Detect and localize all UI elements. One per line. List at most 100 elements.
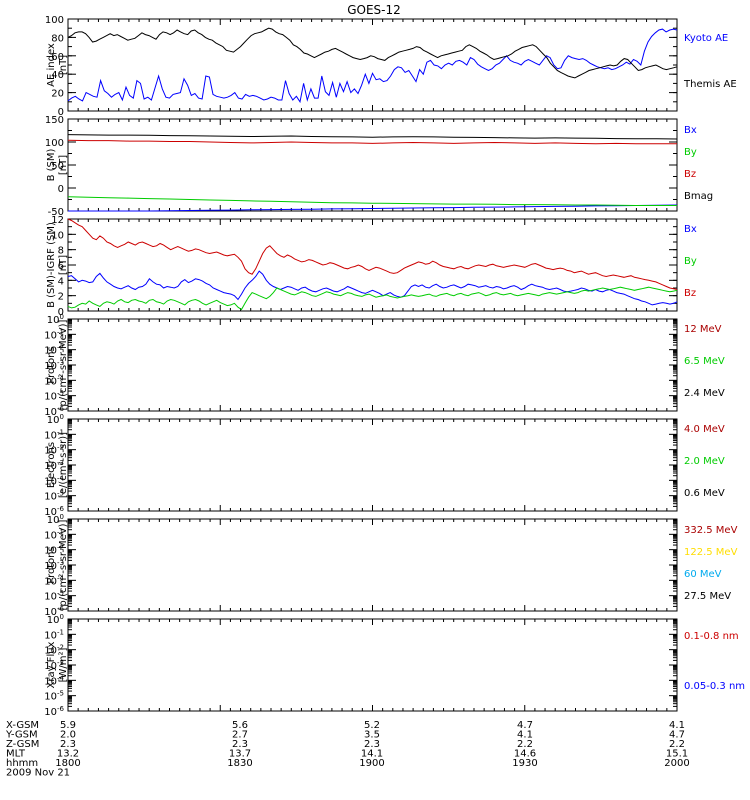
- legend-entry: By: [684, 147, 697, 158]
- y-tick-label: 100: [45, 15, 64, 26]
- series-line-bz: [67, 218, 678, 290]
- legend-entry: By: [684, 256, 697, 267]
- panel-frame: [67, 18, 678, 112]
- y-axis-label: [nT]: [58, 155, 69, 175]
- legend-entry: 2.0 MeV: [684, 456, 725, 467]
- series-line-bx: [68, 204, 678, 212]
- y-tick-label: 10-5: [44, 490, 64, 503]
- series-line-themis-ae: [67, 27, 678, 79]
- footer-date: 2009 Nov 21: [6, 768, 70, 779]
- y-tick-label: 10-1: [44, 528, 64, 541]
- y-tick-label: -50: [48, 207, 64, 218]
- footer-value: 2.2: [669, 739, 685, 750]
- y-tick-label: 100: [47, 413, 64, 426]
- footer-row-label: MLT: [6, 749, 26, 760]
- footer-value: 2.3: [60, 739, 76, 750]
- y-tick-label: 150: [45, 115, 64, 126]
- panel-frame: [67, 218, 678, 312]
- footer-value: 4.1: [517, 730, 533, 741]
- y-axis-label: B (SM)-IGRF (SM): [46, 222, 57, 308]
- y-axis-label: [p/(cm²-s-sr-MeV)]: [58, 319, 69, 410]
- y-tick-label: 10-3: [44, 559, 64, 572]
- y-axis-label: [p/(cm²-s-sr-MeV)]: [58, 519, 69, 610]
- y-tick-label: 10-6: [44, 405, 64, 418]
- y-tick-label: 10-4: [44, 374, 64, 387]
- footer-value: 5.9: [60, 720, 76, 731]
- footer-value: 5.6: [232, 720, 248, 731]
- series-line-by: [67, 286, 678, 311]
- y-axis-label: Protons: [46, 346, 57, 383]
- panel-frame: [67, 618, 678, 712]
- y-tick-label: 10-1: [44, 328, 64, 341]
- footer-row-label: Y-GSM: [5, 730, 38, 741]
- panel-frame: [67, 318, 678, 412]
- y-tick-label: 10-4: [44, 674, 64, 687]
- y-axis-label: [W/m²]: [58, 647, 69, 682]
- legend-entry: Kyoto AE: [684, 33, 728, 44]
- y-tick-label: 10-2: [44, 644, 64, 657]
- legend-entry: Bx: [684, 125, 697, 136]
- y-tick-label: 100: [47, 613, 64, 626]
- y-tick-label: 0: [58, 107, 64, 118]
- y-axis-label: Electrons: [46, 442, 57, 488]
- y-tick-label: 8: [58, 246, 64, 257]
- y-tick-label: 10-5: [44, 590, 64, 603]
- footer-value: 1930: [512, 758, 537, 769]
- y-axis-label: [nT]: [58, 255, 69, 275]
- footer-row-label: Z-GSM: [6, 739, 39, 750]
- footer-value: 4.1: [669, 720, 685, 731]
- footer-value: 13.2: [57, 749, 79, 760]
- footer-value: 4.7: [517, 720, 533, 731]
- y-tick-label: 100: [47, 513, 64, 526]
- footer-value: 2000: [664, 758, 689, 769]
- footer-value: 3.5: [364, 730, 380, 741]
- footer-value: 13.7: [229, 749, 251, 760]
- footer-value: 14.1: [361, 749, 383, 760]
- legend-entry: 0.6 MeV: [684, 488, 725, 499]
- y-tick-label: 10-3: [44, 459, 64, 472]
- footer-value: 4.7: [669, 730, 685, 741]
- panel-frame: [67, 118, 678, 212]
- footer-value: 5.2: [364, 720, 380, 731]
- legend-entry: 4.0 MeV: [684, 424, 725, 435]
- y-tick-label: 6: [58, 261, 64, 272]
- y-axis-label: [e/(cm²-s-sr)]: [58, 432, 69, 498]
- legend-entry: Themis AE: [683, 79, 737, 90]
- y-tick-label: 40: [51, 70, 64, 81]
- legend-entry: Bz: [684, 169, 696, 180]
- y-tick-label: 10-1: [44, 628, 64, 641]
- footer-row-label: hhmm: [6, 758, 38, 769]
- footer-row-label: X-GSM: [6, 720, 39, 731]
- legend-entry: Bz: [684, 288, 696, 299]
- footer-value: 2.0: [60, 730, 76, 741]
- y-tick-label: 10-1: [44, 428, 64, 441]
- y-tick-label: 100: [47, 313, 64, 326]
- footer-value: 2.3: [232, 739, 248, 750]
- y-tick-label: 4: [58, 276, 64, 287]
- y-tick-label: 50: [51, 161, 64, 172]
- series-line-bz: [67, 139, 677, 145]
- y-tick-label: 10-5: [44, 690, 64, 703]
- legend-entry: 60 MeV: [684, 569, 722, 580]
- footer-value: 2.2: [517, 739, 533, 750]
- y-axis-label: Xray Flux: [46, 641, 57, 688]
- y-tick-label: 10-2: [44, 344, 64, 357]
- y-tick-label: 12: [51, 215, 64, 226]
- legend-entry: 0.1-0.8 nm: [684, 631, 739, 642]
- legend-entry: 122.5 MeV: [684, 547, 738, 558]
- y-tick-label: 0: [58, 307, 64, 318]
- series-line-bmag: [67, 134, 678, 140]
- legend-entry: 12 MeV: [684, 324, 722, 335]
- y-tick-label: 10-6: [44, 605, 64, 618]
- footer-value: 1800: [55, 758, 80, 769]
- y-axis-label: Protons: [46, 546, 57, 583]
- y-tick-label: 10-6: [44, 505, 64, 518]
- y-tick-label: 10-4: [44, 574, 64, 587]
- y-tick-label: 10-3: [44, 659, 64, 672]
- legend-entry: 0.05-0.3 nm: [684, 681, 745, 692]
- y-axis-label: [nT]: [58, 55, 69, 75]
- y-tick-label: 10: [51, 230, 64, 241]
- y-tick-label: 10-2: [44, 544, 64, 557]
- panel-frame: [67, 418, 678, 512]
- footer-value: 1830: [227, 758, 252, 769]
